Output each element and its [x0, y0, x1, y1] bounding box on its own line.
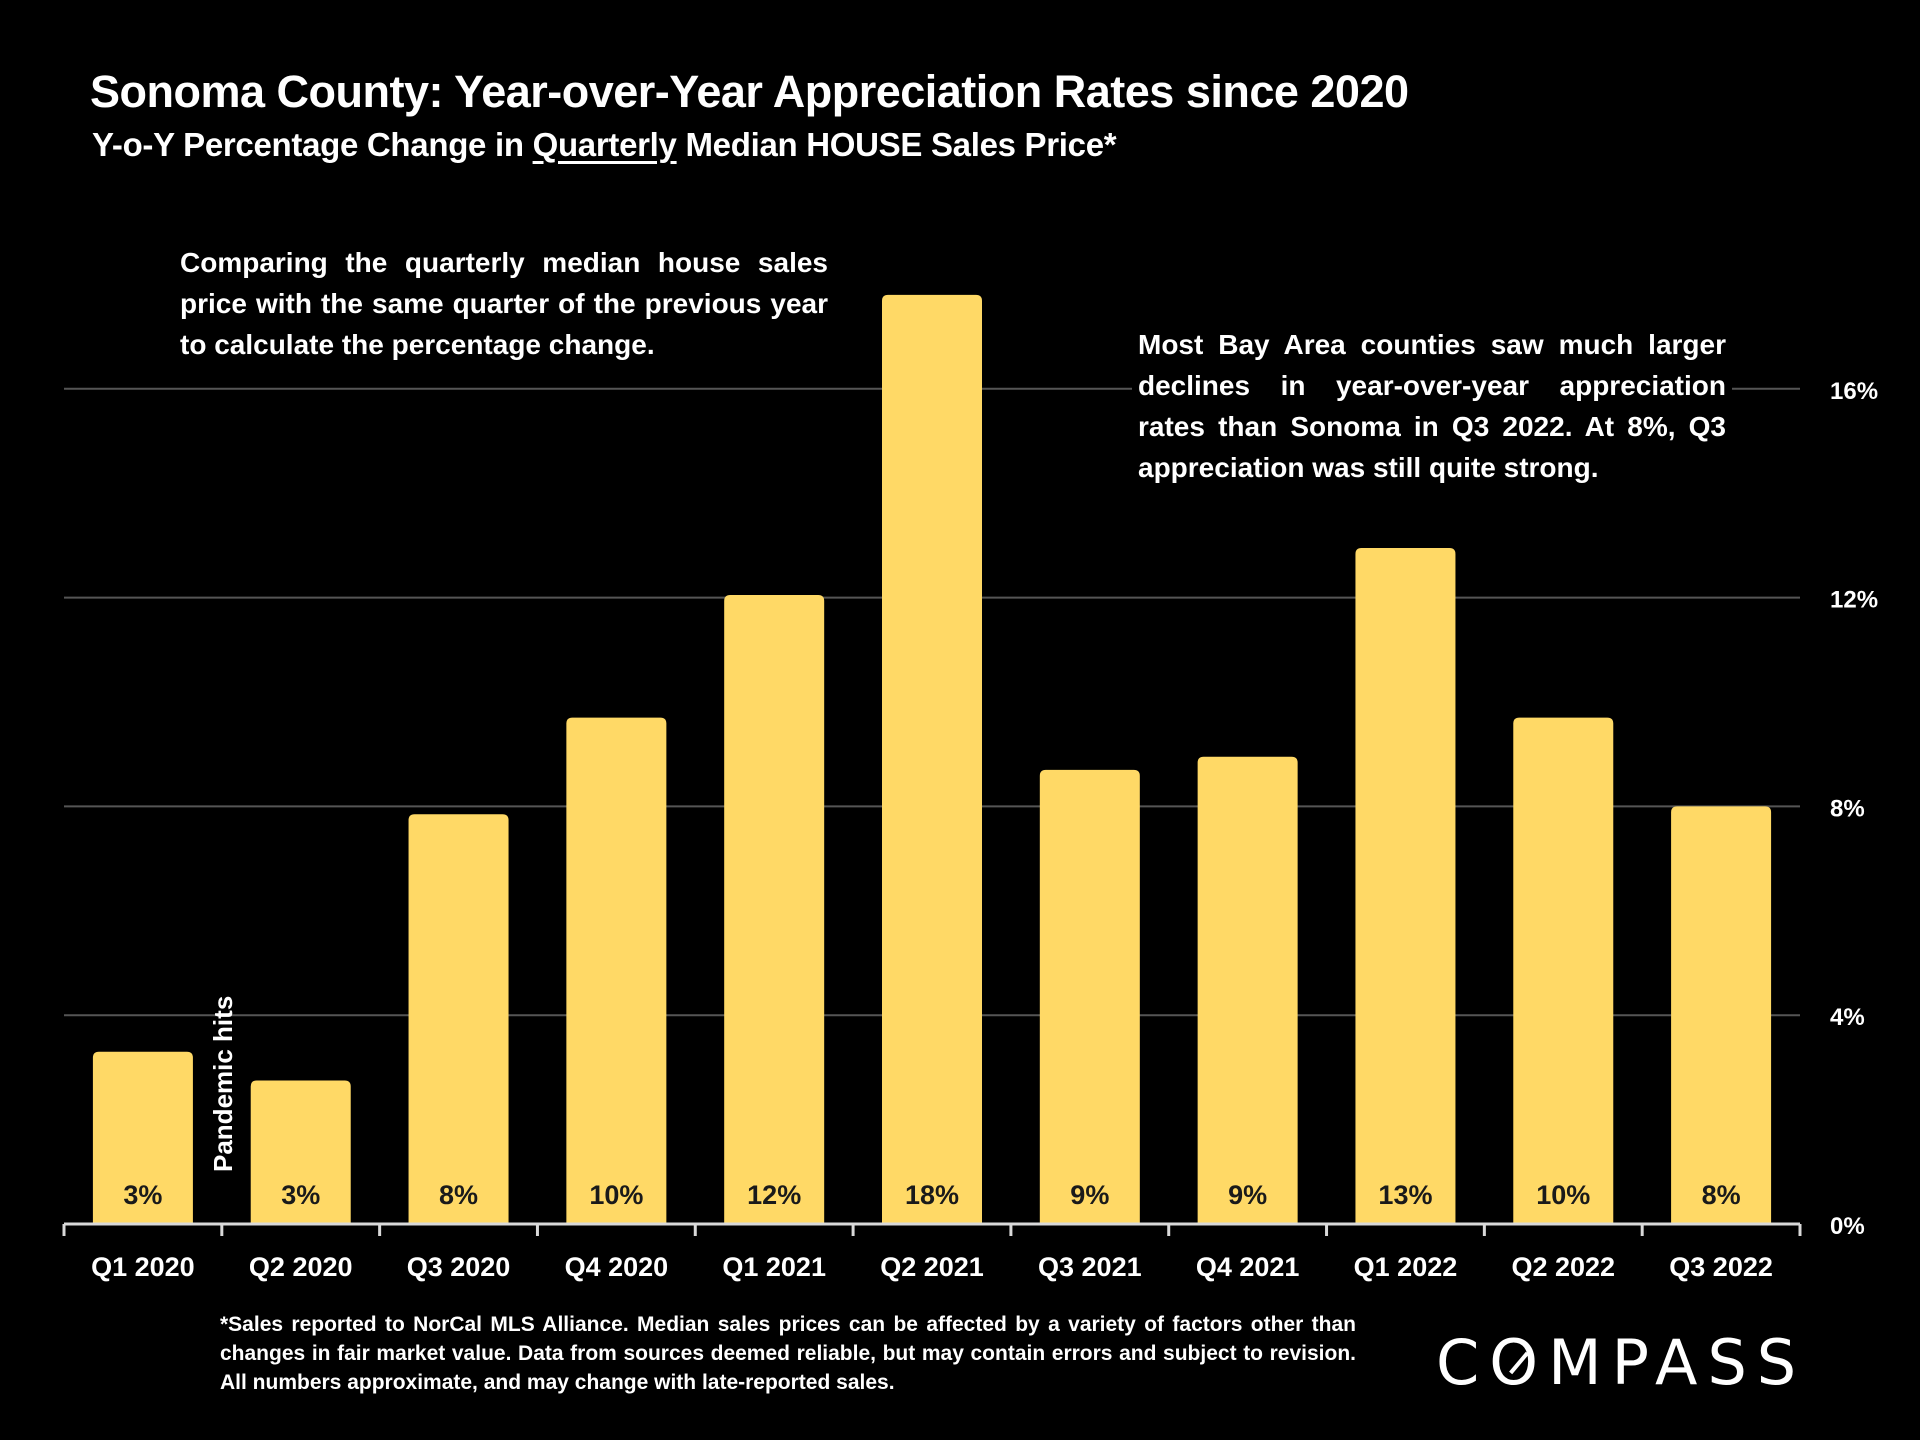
x-tick-label: Q4 2021: [1196, 1252, 1300, 1282]
footnote: *Sales reported to NorCal MLS Alliance. …: [220, 1313, 1356, 1394]
pandemic-annotation: Pandemic hits: [208, 995, 238, 1172]
x-tick-label: Q3 2022: [1669, 1252, 1773, 1282]
bar: [724, 594, 825, 1224]
data-label: 3%: [281, 1180, 320, 1210]
x-tick-label: Q3 2020: [407, 1252, 511, 1282]
y-tick-label: 16%: [1830, 378, 1878, 405]
data-label: 9%: [1070, 1180, 1109, 1210]
bar: [1513, 717, 1614, 1224]
bar: [566, 717, 667, 1224]
y-axis-labels: 0% 4% 8% 12% 16%: [1830, 378, 1878, 1240]
bar: [1671, 806, 1772, 1224]
y-tick-label: 0%: [1830, 1213, 1865, 1240]
logo-o-glyph: O: [1489, 1326, 1548, 1399]
y-tick-label: 12%: [1830, 587, 1878, 614]
bar: [92, 1051, 193, 1224]
data-label: 10%: [1536, 1180, 1590, 1210]
x-axis-labels: Q1 2020 Q2 2020 Q3 2020 Q4 2020 Q1 2021 Q2 20…: [91, 1252, 1773, 1282]
y-tick-label: 4%: [1830, 1004, 1865, 1031]
x-tick-label: Q1 2022: [1354, 1252, 1458, 1282]
bar: [1039, 769, 1140, 1224]
data-labels: 3% 3% 8% 10% 12% 18% 9% 9% 13% 10% 8%: [123, 1180, 1740, 1210]
x-tick-label: Q3 2021: [1038, 1252, 1142, 1282]
x-axis: [62, 1222, 1802, 1236]
x-tick-label: Q2 2022: [1511, 1252, 1615, 1282]
bars: [92, 294, 1772, 1225]
annotation-left: Comparing the quarterly median house sal…: [180, 247, 828, 360]
data-label: 8%: [1702, 1180, 1741, 1210]
data-label: 10%: [589, 1180, 643, 1210]
data-label: 3%: [123, 1180, 162, 1210]
compass-logo: COMPASS: [1436, 1326, 1806, 1399]
x-tick-label: Q2 2021: [880, 1252, 984, 1282]
x-tick-label: Q4 2020: [565, 1252, 669, 1282]
x-tick-label: Q2 2020: [249, 1252, 353, 1282]
y-tick-label: 8%: [1830, 795, 1865, 822]
bar: [882, 294, 982, 1225]
subtitle-underlined: Quarterly: [532, 126, 677, 163]
bar: [250, 1080, 351, 1224]
bar-chart: 0% 4% 8% 12% 16% Q1 2020 Q2 2020 Q3 2020 Q4 202…: [62, 294, 1878, 1282]
data-label: 13%: [1378, 1180, 1432, 1210]
data-label: 9%: [1228, 1180, 1267, 1210]
logo-letter-c: C: [1436, 1326, 1490, 1399]
chart-title: Sonoma County: Year-over-Year Appreciati…: [90, 66, 1409, 117]
logo-letter-o: O: [1489, 1326, 1548, 1399]
data-label: 18%: [905, 1180, 959, 1210]
subtitle-prefix: Y-o-Y Percentage Change in: [92, 126, 533, 163]
x-tick-label: Q1 2021: [722, 1252, 826, 1282]
bar: [1197, 756, 1298, 1224]
data-label: 8%: [439, 1180, 478, 1210]
annotation-right: Most Bay Area counties saw much larger d…: [1132, 324, 1732, 488]
logo-letters-mpass: MPASS: [1548, 1326, 1807, 1399]
data-label: 12%: [747, 1180, 801, 1210]
chart-subtitle: Y-o-Y Percentage Change in Quarterly Med…: [92, 126, 1117, 164]
x-tick-label: Q1 2020: [91, 1252, 195, 1282]
bar: [408, 814, 509, 1224]
subtitle-suffix: Median HOUSE Sales Price*: [676, 126, 1117, 163]
bar: [1355, 548, 1456, 1224]
